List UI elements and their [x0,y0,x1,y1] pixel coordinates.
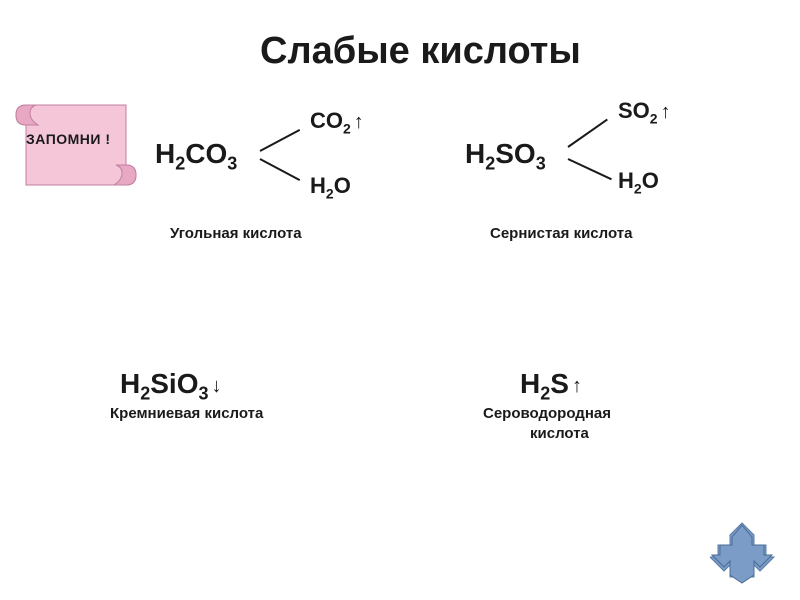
sulfurous-arrow-bottom [568,158,612,180]
banner-label: ЗАПОМНИ ! [26,131,111,147]
carbonic-formula: H2CO3 [155,140,237,168]
sulfurous-formula: H2SO3 [465,140,546,168]
sulfurous-product-bottom: H2O [618,170,659,192]
silicic-formula: H2SiO3↓ [120,370,222,398]
hydrosulfuric-formula: H2S↑ [520,370,582,398]
silicic-label: Кремниевая кислота [110,405,263,422]
hydrosulfuric-label-2: кислота [530,425,589,442]
remember-banner: ЗАПОМНИ ! [8,95,138,190]
carbonic-label: Угольная кислота [170,225,302,242]
sulfurous-label: Сернистая кислота [490,225,632,242]
page-title: Слабые кислоты [260,30,581,73]
carbonic-arrow-top [260,129,301,152]
sulfurous-product-top: SO2↑ [618,100,671,122]
hydrosulfuric-label-1: Сероводородная [483,405,611,422]
next-arrow-icon[interactable] [710,521,775,586]
carbonic-arrow-bottom [260,158,301,181]
sulfurous-arrow-top [567,119,607,148]
carbonic-product-bottom: H2O [310,175,351,197]
carbonic-product-top: CO2↑ [310,110,364,132]
